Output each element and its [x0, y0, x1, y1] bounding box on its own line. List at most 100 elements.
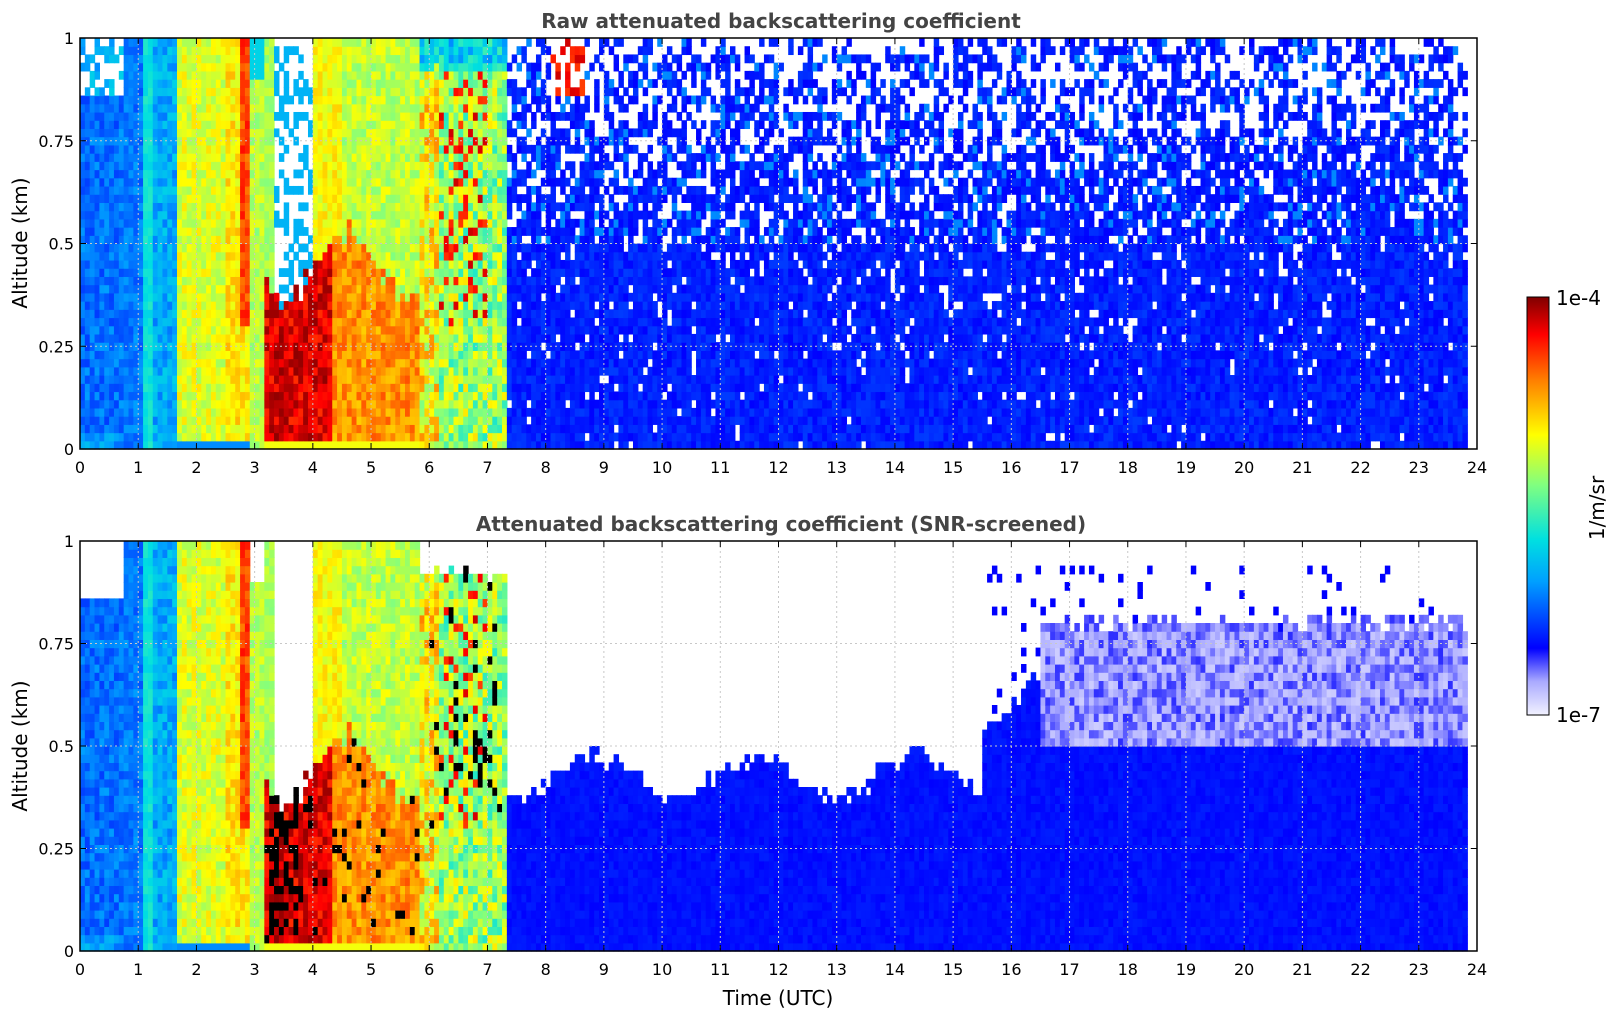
- heatmap-cell: [458, 169, 464, 179]
- heatmap-cell: [569, 424, 576, 434]
- heatmap-cell: [346, 177, 353, 187]
- heatmap-cell: [201, 169, 207, 179]
- heatmap-cell: [361, 259, 367, 269]
- heatmap-cell: [497, 169, 503, 179]
- heatmap-cell: [434, 202, 440, 212]
- heatmap-cell: [438, 111, 445, 121]
- heatmap-cell: [565, 161, 571, 171]
- heatmap-cell: [492, 210, 498, 220]
- heatmap-cell: [487, 54, 493, 64]
- heatmap-cell: [565, 342, 571, 351]
- heatmap-cell: [240, 325, 246, 335]
- heatmap-cell: [535, 251, 542, 261]
- heatmap-cell: [298, 227, 304, 236]
- heatmap-cell: [143, 38, 149, 47]
- heatmap-cell: [477, 259, 484, 269]
- heatmap-cell: [511, 243, 518, 253]
- heatmap-cell: [545, 333, 552, 343]
- heatmap-cell: [448, 169, 455, 179]
- heatmap-cell: [177, 243, 183, 253]
- heatmap-cell: [113, 169, 120, 179]
- heatmap-cell: [274, 375, 280, 384]
- heatmap-cell: [516, 416, 523, 425]
- heatmap-cell: [390, 38, 396, 47]
- heatmap-cell: [443, 375, 450, 384]
- heatmap-cell: [380, 375, 387, 384]
- heatmap-cell: [351, 309, 358, 319]
- heatmap-cell: [579, 440, 586, 450]
- heatmap-cell: [405, 235, 411, 245]
- heatmap-cell: [463, 62, 469, 72]
- heatmap-cell: [274, 194, 280, 203]
- heatmap-cell: [516, 202, 523, 212]
- heatmap-cell: [414, 79, 421, 88]
- heatmap-cell: [521, 366, 527, 376]
- heatmap-cell: [332, 432, 338, 442]
- heatmap-cell: [438, 407, 445, 417]
- heatmap-cell: [210, 227, 217, 236]
- heatmap-cell: [453, 301, 459, 310]
- heatmap-cell: [206, 424, 212, 434]
- heatmap-cell: [443, 128, 450, 138]
- heatmap-cell: [264, 317, 270, 327]
- heatmap-cell: [482, 292, 489, 302]
- heatmap-cell: [521, 284, 527, 294]
- heatmap-cell: [186, 292, 193, 302]
- heatmap-cell: [594, 358, 600, 368]
- heatmap-cell: [147, 317, 154, 327]
- heatmap-cell: [361, 350, 367, 360]
- heatmap-cell: [434, 366, 440, 376]
- heatmap-cell: [443, 62, 450, 72]
- heatmap-cell: [220, 202, 227, 212]
- heatmap-cell: [152, 383, 159, 393]
- heatmap-cell: [380, 309, 387, 319]
- heatmap-cell: [269, 177, 275, 187]
- heatmap-cell: [468, 169, 474, 179]
- heatmap-cell: [584, 70, 590, 80]
- heatmap-cell: [259, 169, 265, 179]
- heatmap-cell: [177, 46, 183, 56]
- heatmap-cell: [264, 227, 270, 236]
- heatmap-cell: [269, 95, 275, 105]
- heatmap-cell: [196, 185, 202, 195]
- heatmap-cell: [409, 120, 416, 130]
- heatmap-cell: [293, 46, 299, 56]
- heatmap-cell: [254, 342, 261, 351]
- heatmap-cell: [191, 46, 198, 56]
- heatmap-cell: [337, 38, 343, 47]
- heatmap-cell: [458, 309, 464, 319]
- heatmap-cell: [177, 358, 183, 368]
- heatmap-cell: [453, 185, 459, 195]
- heatmap-cell: [162, 202, 168, 212]
- heatmap-cell: [424, 399, 430, 409]
- heatmap-cell: [511, 325, 518, 335]
- heatmap-cell: [167, 333, 173, 343]
- heatmap-cell: [424, 375, 430, 384]
- heatmap-cell: [274, 54, 280, 64]
- heatmap-cell: [322, 111, 328, 121]
- heatmap-cell: [312, 268, 319, 277]
- heatmap-cell: [283, 251, 290, 261]
- heatmap-cell: [147, 144, 154, 154]
- heatmap-cell: [395, 301, 401, 310]
- heatmap-cell: [99, 95, 105, 105]
- heatmap-cell: [458, 79, 464, 88]
- heatmap-cell: [118, 383, 125, 393]
- heatmap-cell: [574, 284, 581, 294]
- heatmap-cell: [288, 399, 295, 409]
- heatmap-cell: [487, 301, 493, 310]
- heatmap-cell: [351, 243, 358, 253]
- heatmap-cell: [555, 317, 561, 327]
- heatmap-cell: [201, 358, 207, 368]
- heatmap-cell: [390, 70, 396, 80]
- heatmap-cell: [589, 62, 595, 72]
- heatmap-cell: [133, 177, 139, 187]
- heatmap-cell: [526, 70, 532, 80]
- heatmap-cell: [80, 259, 86, 269]
- heatmap-cell: [419, 243, 425, 253]
- heatmap-cell: [235, 194, 241, 203]
- heatmap-cell: [274, 358, 280, 368]
- heatmap-cell: [472, 177, 479, 187]
- heatmap-cell: [332, 153, 338, 162]
- heatmap-cell: [409, 227, 416, 236]
